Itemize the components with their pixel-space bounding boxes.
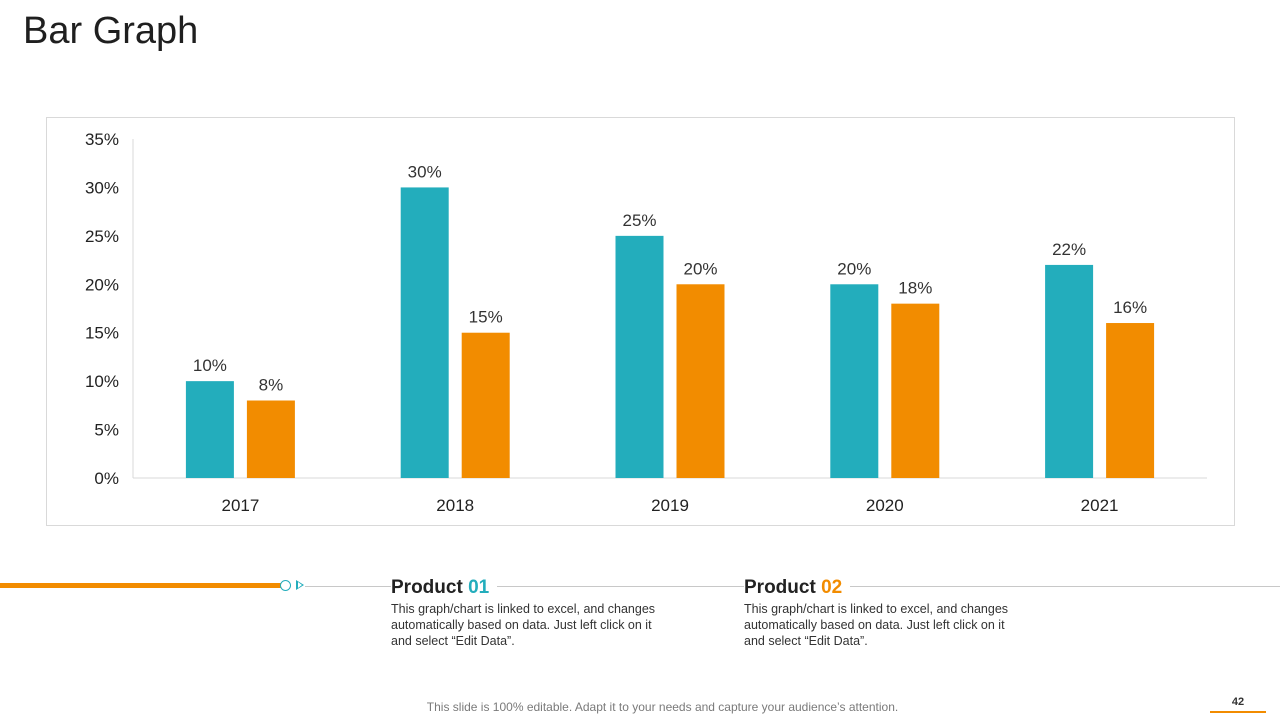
x-tick-label: 2021 xyxy=(1081,496,1119,515)
product-01-description: This graph/chart is linked to excel, and… xyxy=(391,602,656,648)
y-tick-label: 5% xyxy=(94,421,119,440)
product-02-description: This graph/chart is linked to excel, and… xyxy=(744,602,1009,648)
x-tick-label: 2019 xyxy=(651,496,689,515)
page-number-underline xyxy=(1210,711,1266,713)
product-02-heading: Product 02 xyxy=(744,577,851,599)
x-tick-label: 2017 xyxy=(221,496,259,515)
product-01-block: Product 01 This graph/chart is linked to… xyxy=(391,577,661,649)
data-label: 16% xyxy=(1113,298,1147,317)
bar-product-02-2020 xyxy=(891,303,940,478)
bar-product-01-2017 xyxy=(185,381,234,478)
data-label: 30% xyxy=(408,162,442,181)
y-tick-label: 0% xyxy=(94,469,119,488)
product-01-label: Product xyxy=(391,577,463,598)
y-tick-label: 10% xyxy=(85,372,119,391)
bar-product-02-2017 xyxy=(246,400,295,478)
x-tick-label: 2020 xyxy=(866,496,904,515)
circle-marker-icon xyxy=(280,580,291,591)
product-02-number: 02 xyxy=(821,577,843,598)
bar-product-02-2021 xyxy=(1106,323,1155,478)
page-title: Bar Graph xyxy=(23,10,199,52)
y-tick-label: 35% xyxy=(85,130,119,149)
data-label: 25% xyxy=(622,211,656,230)
data-label: 15% xyxy=(469,308,503,327)
bar-product-01-2021 xyxy=(1045,264,1094,478)
bar-product-01-2018 xyxy=(400,187,449,478)
bar-chart[interactable]: 0% 5% 10% 15% 20% 25% 30% 35% 10% 8% 2017 30% 15% 201… xyxy=(47,118,1236,527)
bar-product-01-2019 xyxy=(615,235,664,478)
y-tick-label: 30% xyxy=(85,178,119,197)
product-01-heading: Product 01 xyxy=(391,577,498,599)
data-label: 18% xyxy=(898,279,932,298)
x-tick-label: 2018 xyxy=(436,496,474,515)
triangle-arrow-icon xyxy=(296,580,304,590)
bar-product-01-2020 xyxy=(830,284,879,478)
accent-line xyxy=(0,583,282,588)
product-01-number: 01 xyxy=(468,577,490,598)
y-tick-label: 25% xyxy=(85,227,119,246)
y-tick-label: 15% xyxy=(85,324,119,343)
data-label: 22% xyxy=(1052,240,1086,259)
product-02-block: Product 02 This graph/chart is linked to… xyxy=(744,577,1014,649)
y-tick-label: 20% xyxy=(85,275,119,294)
bar-product-02-2019 xyxy=(676,284,725,478)
chart-container[interactable]: 0% 5% 10% 15% 20% 25% 30% 35% 10% 8% 2017 30% 15% 201… xyxy=(46,117,1235,526)
data-label: 20% xyxy=(837,259,871,278)
bar-product-02-2018 xyxy=(461,332,510,478)
page-number: 42 xyxy=(1231,696,1245,708)
data-label: 10% xyxy=(193,356,227,375)
product-02-label: Product xyxy=(744,577,816,598)
footer-note: This slide is 100% editable. Adapt it to… xyxy=(426,700,899,714)
data-label: 8% xyxy=(259,376,284,395)
data-label: 20% xyxy=(683,259,717,278)
